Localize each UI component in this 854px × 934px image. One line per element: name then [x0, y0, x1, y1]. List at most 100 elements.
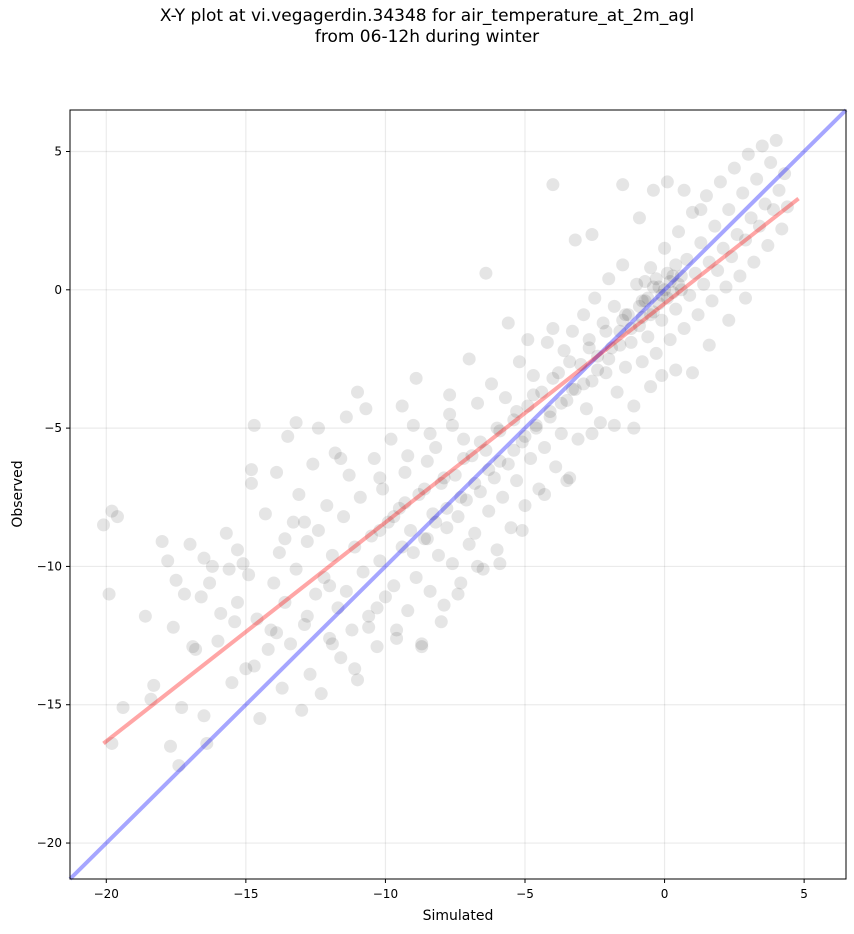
data-point [677, 183, 691, 197]
data-point [320, 499, 334, 513]
data-point [613, 338, 627, 352]
data-point [351, 673, 365, 687]
y-tick-label: −20 [37, 836, 62, 850]
data-point [711, 263, 725, 277]
data-point [203, 576, 217, 590]
data-point [585, 374, 599, 388]
data-point [674, 269, 688, 283]
scatter-points [96, 133, 794, 773]
data-point [183, 537, 197, 551]
data-point [577, 308, 591, 322]
data-point [398, 465, 412, 479]
data-point [163, 739, 177, 753]
data-point [253, 712, 267, 726]
data-point [194, 590, 208, 604]
data-point [297, 515, 311, 529]
data-point [116, 700, 130, 714]
data-point [747, 255, 761, 269]
data-point [147, 678, 161, 692]
data-point [694, 203, 708, 217]
data-point [275, 681, 289, 695]
data-point [705, 294, 719, 308]
x-tick-label: −15 [233, 887, 258, 901]
data-point [658, 283, 672, 297]
x-tick-label: −10 [373, 887, 398, 901]
data-point [557, 344, 571, 358]
data-point [549, 460, 563, 474]
data-point [563, 355, 577, 369]
data-point [526, 388, 540, 402]
data-point [409, 371, 423, 385]
data-point [177, 587, 191, 601]
data-point [415, 640, 429, 654]
data-point [373, 523, 387, 537]
data-point [588, 291, 602, 305]
data-point [345, 623, 359, 637]
data-point [669, 363, 683, 377]
data-point [418, 532, 432, 546]
data-point [727, 161, 741, 175]
data-point [563, 471, 577, 485]
data-point [602, 272, 616, 286]
data-point [521, 333, 535, 347]
data-point [381, 515, 395, 529]
data-point [672, 277, 686, 291]
data-point [384, 432, 398, 446]
data-point [616, 313, 630, 327]
data-point [551, 366, 565, 380]
data-point [616, 258, 630, 272]
data-point [708, 219, 722, 233]
data-point [172, 759, 186, 773]
data-point [292, 488, 306, 501]
x-tick-label: 5 [800, 887, 808, 901]
data-point [334, 452, 348, 466]
data-point [716, 241, 730, 255]
data-point [758, 197, 772, 211]
data-point [138, 609, 152, 623]
data-point [596, 316, 610, 330]
data-point [484, 377, 498, 391]
chart-title: X-Y plot at vi.vegagerdin.34348 for air_… [159, 6, 695, 26]
data-point [412, 488, 426, 501]
regression-lines [68, 108, 848, 881]
data-point [169, 573, 183, 587]
data-point [197, 551, 211, 565]
data-point [390, 623, 404, 637]
data-point [323, 579, 337, 593]
data-point [418, 482, 432, 496]
data-point [281, 429, 295, 443]
data-point [401, 604, 415, 618]
data-point [300, 535, 314, 549]
data-point [239, 662, 253, 676]
data-point [630, 277, 644, 291]
data-point [607, 299, 621, 313]
data-point [270, 465, 284, 479]
data-point [297, 618, 311, 632]
data-point [616, 178, 630, 192]
x-tick-label: 0 [661, 887, 669, 901]
data-point [272, 546, 286, 560]
data-point [554, 427, 568, 441]
data-point [736, 186, 750, 200]
data-point [722, 313, 736, 327]
data-point [409, 570, 423, 584]
data-point [582, 333, 596, 347]
data-point [376, 482, 390, 496]
data-point [247, 418, 261, 432]
data-point [462, 537, 476, 551]
data-point [543, 410, 557, 424]
data-point [641, 291, 655, 305]
data-point [284, 637, 298, 651]
data-point [579, 402, 593, 416]
data-point [540, 335, 554, 349]
data-point [437, 471, 451, 485]
data-point [155, 535, 169, 549]
data-point [518, 429, 532, 443]
data-point [652, 280, 666, 294]
data-point [429, 440, 443, 454]
data-point [560, 474, 574, 488]
data-point [739, 233, 753, 247]
data-point [599, 366, 613, 380]
data-point [459, 493, 473, 507]
data-point [574, 357, 588, 371]
